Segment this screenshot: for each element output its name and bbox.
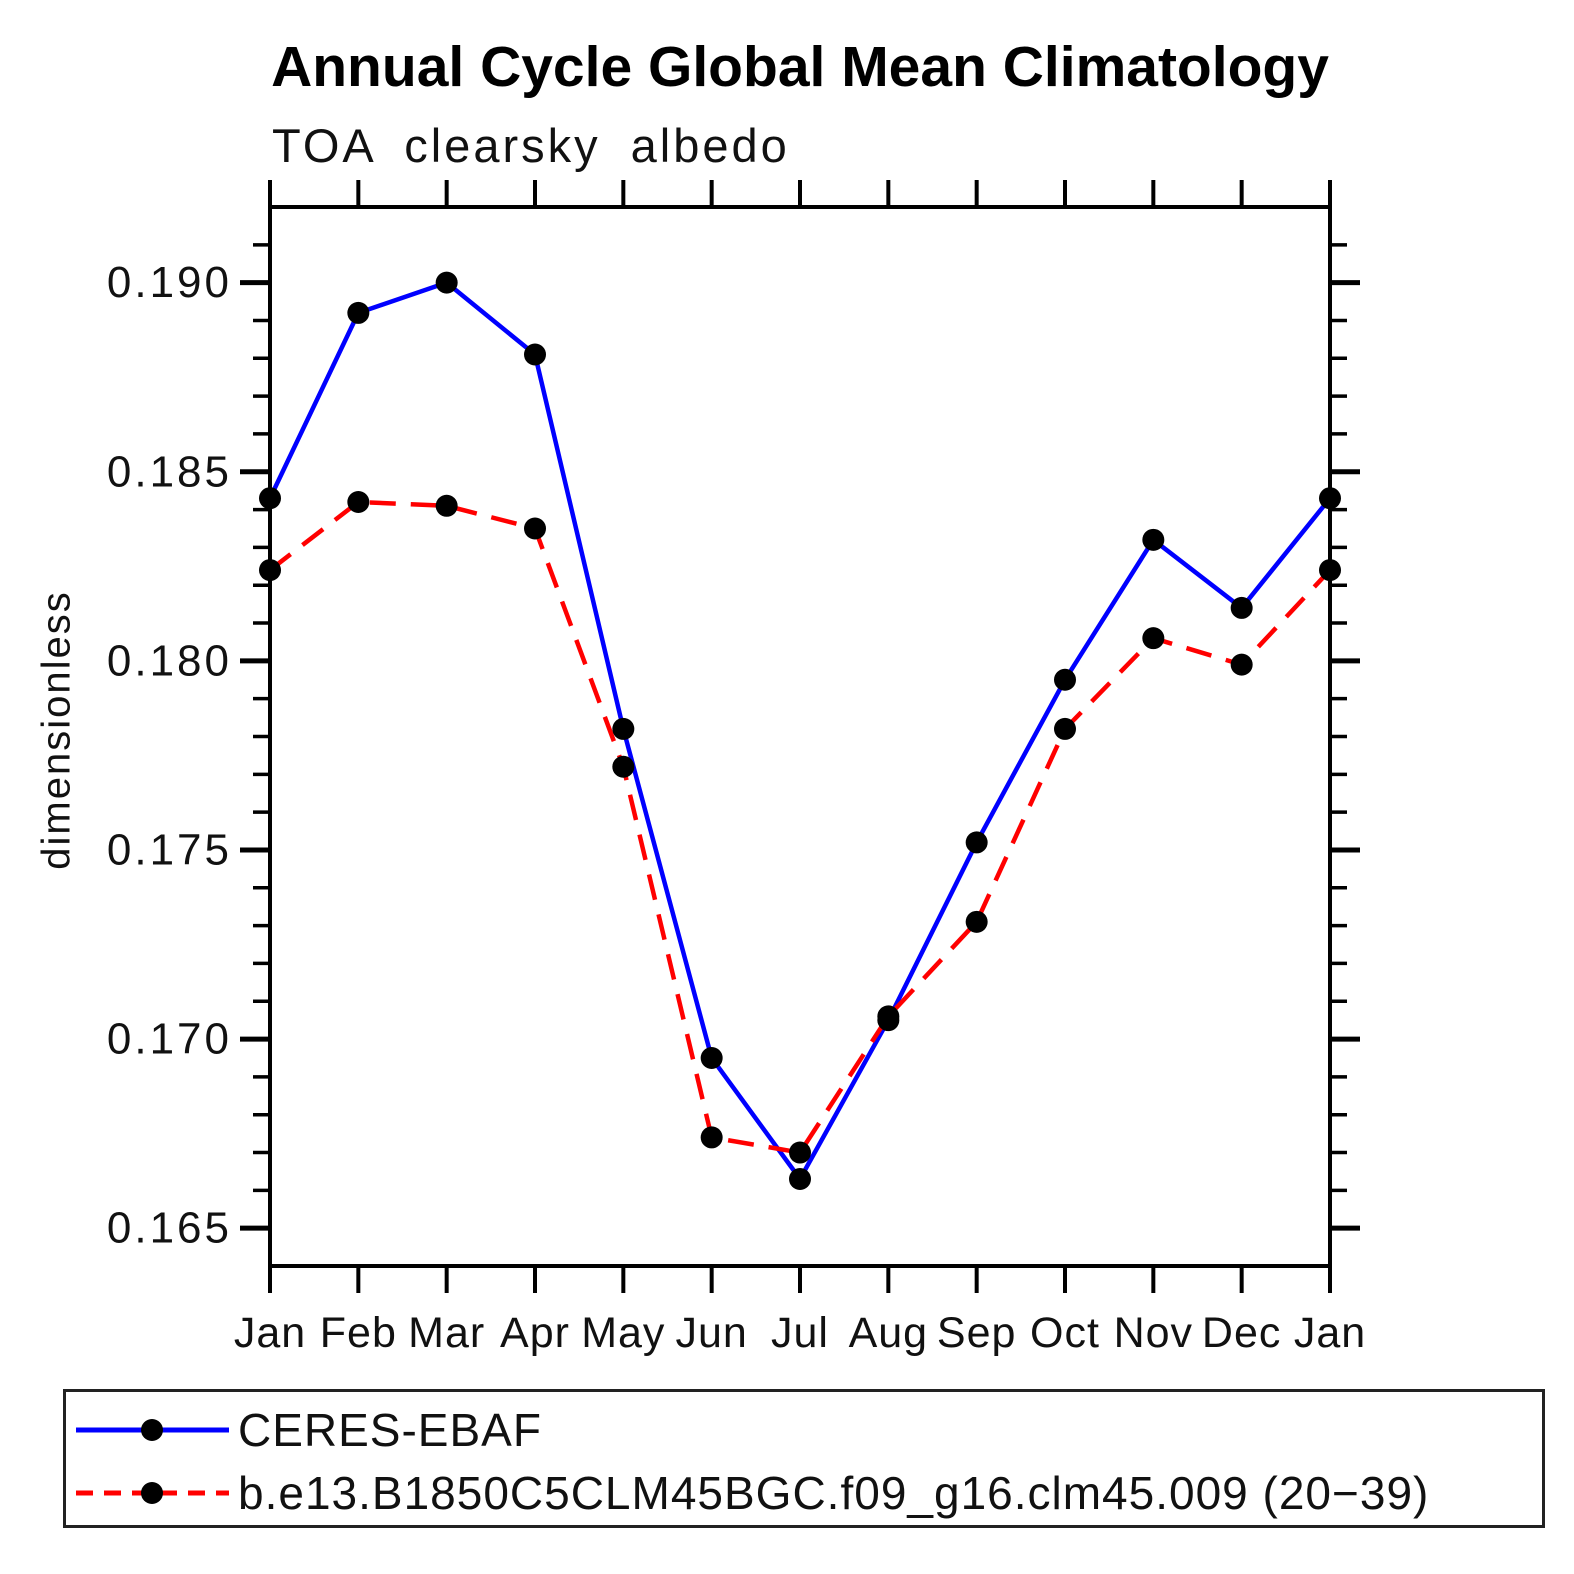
legend: CERES-EBAF b.e13.B1850C5CLM45BGC.f09_g16… (63, 1389, 1545, 1528)
x-tick-label: Dec (1202, 1309, 1281, 1357)
y-tick-label: 0.185 (107, 447, 232, 496)
legend-row-model: b.e13.B1850C5CLM45BGC.f09_g16.clm45.009 … (66, 1467, 1429, 1519)
x-tick-label: Feb (320, 1309, 397, 1357)
y-tick-label: 0.165 (107, 1204, 232, 1253)
x-tick-label: Apr (500, 1309, 570, 1357)
data-point-marker (1319, 487, 1341, 510)
x-tick-label: Sep (937, 1309, 1017, 1357)
legend-label-ceres: CERES-EBAF (238, 1404, 542, 1456)
x-tick-label: Jul (771, 1309, 829, 1357)
x-tick-label: Jan (1294, 1309, 1366, 1357)
data-point-marker (259, 559, 281, 582)
data-point-marker (1319, 559, 1341, 582)
y-tick-label: 0.180 (107, 636, 232, 685)
data-point-marker (1142, 528, 1165, 551)
data-point-marker (1230, 653, 1253, 676)
legend-marker-dot-icon (141, 1482, 163, 1504)
chart-title: Annual Cycle Global Mean Climatology (271, 35, 1329, 99)
data-point-marker (877, 1005, 900, 1028)
y-tick-label: 0.175 (107, 825, 232, 874)
x-tick-label: Jun (675, 1309, 747, 1357)
data-point-marker (612, 755, 635, 778)
data-point-marker (347, 301, 370, 324)
legend-line-sample-dashed-icon (76, 1482, 229, 1504)
x-tick-label: Aug (849, 1309, 929, 1357)
data-point-marker (789, 1141, 811, 1164)
data-point-marker (435, 494, 458, 517)
data-point-marker (965, 910, 988, 933)
data-point-marker (435, 271, 458, 294)
legend-line-sample-solid-icon (76, 1419, 229, 1441)
x-tick-label: Oct (1030, 1309, 1100, 1357)
data-point-marker (700, 1046, 723, 1069)
data-point-marker (700, 1126, 723, 1149)
data-point-marker (1230, 596, 1253, 619)
data-point-marker (789, 1168, 811, 1191)
x-tick-label: Mar (408, 1309, 485, 1357)
data-point-marker (1142, 627, 1165, 650)
legend-marker-dot-icon (141, 1419, 163, 1441)
data-point-marker (259, 487, 281, 510)
data-point-marker (1054, 717, 1076, 740)
data-point-marker (1054, 668, 1076, 691)
x-tick-label: Nov (1114, 1309, 1193, 1357)
legend-row-ceres: CERES-EBAF (66, 1404, 542, 1456)
data-point-marker (524, 343, 546, 366)
chart-subtitle: TOA clearsky albedo (272, 119, 790, 172)
plot-frame (268, 205, 1332, 1268)
data-point-marker (612, 717, 635, 740)
data-point-marker (347, 491, 370, 514)
x-tick-label: Jan (234, 1309, 306, 1357)
y-tick-label: 0.190 (107, 258, 232, 307)
series-line-1 (268, 499, 1332, 1155)
series-line-0 (267, 280, 1332, 1182)
legend-label-model: b.e13.B1850C5CLM45BGC.f09_g16.clm45.009 … (238, 1467, 1430, 1519)
x-tick-label: May (581, 1309, 665, 1357)
y-tick-label: 0.170 (107, 1015, 232, 1064)
data-point-marker (965, 831, 988, 854)
data-point-marker (524, 517, 546, 540)
